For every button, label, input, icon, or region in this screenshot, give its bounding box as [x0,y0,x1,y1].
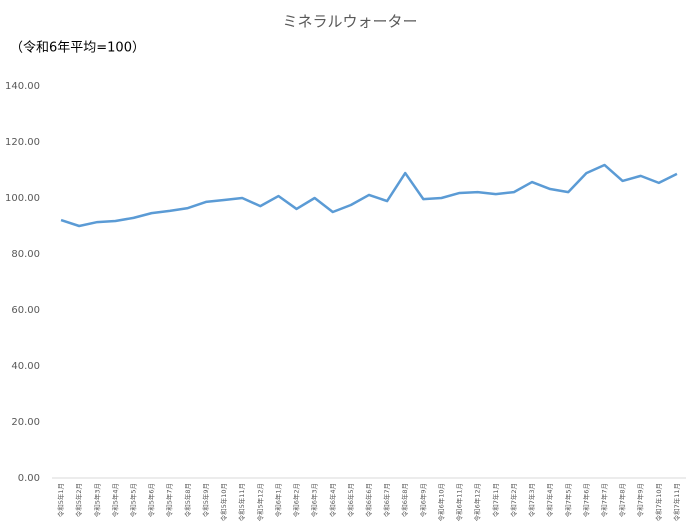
x-tick-label: 令和7年4月 [545,483,554,517]
x-tick-label: 令和7年7月 [599,483,608,517]
x-tick-label: 令和7年8月 [618,483,627,517]
y-tick-label: 40.00 [11,361,40,372]
x-tick-label: 令和6年9月 [418,483,427,517]
x-tick-label: 令和7年9月 [636,483,645,517]
y-tick-label: 120.00 [5,137,40,148]
x-tick-label: 令和5年7月 [165,483,174,517]
x-tick-label: 令和5年4月 [110,483,119,517]
x-tick-label: 令和5年6月 [147,483,156,517]
x-tick-label: 令和7年1月 [491,483,500,517]
x-tick-label: 令和6年8月 [400,483,409,517]
x-tick-label: 令和5年1月 [56,483,65,517]
x-tick-label: 令和6年7月 [382,483,391,517]
y-tick-label: 20.00 [11,417,40,428]
x-tick-label: 令和6年2月 [292,483,301,517]
x-tick-label: 令和5年11月 [237,483,246,521]
y-tick-label: 60.00 [11,305,40,316]
x-tick-label: 令和7年6月 [581,483,590,517]
x-tick-label: 令和6年3月 [310,483,319,517]
x-tick-label: 令和5年9月 [201,483,210,517]
x-tick-label: 令和5年5月 [129,483,138,517]
x-tick-label: 令和7年2月 [509,483,518,517]
y-tick-label: 0.00 [18,473,40,484]
data-line [60,163,678,228]
x-tick-label: 令和6年5月 [346,483,355,517]
y-tick-label: 100.00 [5,193,40,204]
x-tick-label: 令和5年3月 [92,483,101,517]
x-tick-label: 令和6年4月 [328,483,337,517]
x-tick-label: 令和7年11月 [672,483,681,521]
y-tick-label: 140.00 [5,81,40,92]
x-tick-label: 令和7年5月 [563,483,572,517]
x-tick-label: 令和6年1月 [273,483,282,517]
x-tick-label: 令和5年2月 [74,483,83,517]
x-tick-label: 令和7年3月 [527,483,536,517]
x-tick-label: 令和6年6月 [364,483,373,517]
x-tick-label: 令和5年10月 [219,483,228,521]
x-tick-label: 令和5年8月 [183,483,192,517]
chart-title: ミネラルウォーター [282,13,417,31]
y-tick-label: 80.00 [11,249,40,260]
x-tick-label: 令和7年10月 [654,483,663,521]
x-tick-label: 令和6年10月 [436,483,445,521]
x-tick-label: 令和5年12月 [255,483,264,521]
chart-subtitle: （令和6年平均=100） [10,41,145,56]
x-tick-label: 令和6年12月 [473,483,482,521]
x-tick-label: 令和6年11月 [455,483,464,521]
